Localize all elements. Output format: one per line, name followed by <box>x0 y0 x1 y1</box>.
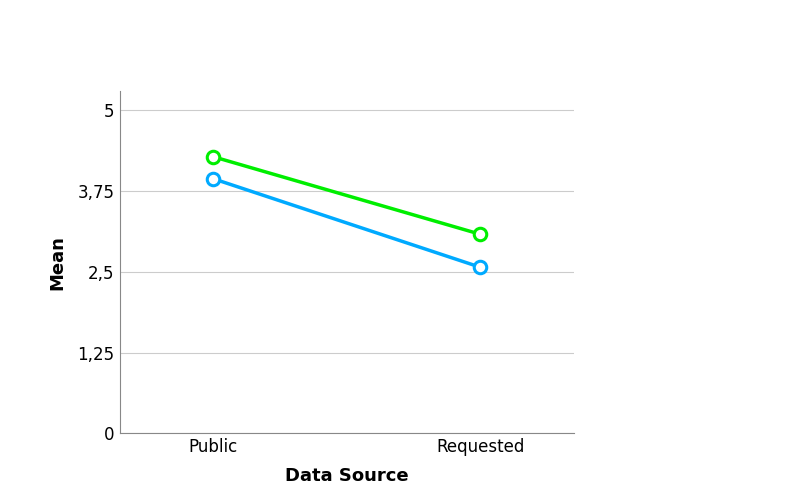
Line: Data reusability: Data reusability <box>207 172 486 274</box>
Data completeness <box>208 154 218 160</box>
Data reusability <box>208 175 218 181</box>
Data completeness <box>476 231 485 237</box>
Data reusability <box>476 264 485 270</box>
X-axis label: Data Source: Data Source <box>285 467 409 485</box>
Y-axis label: Mean: Mean <box>49 235 66 289</box>
Line: Data completeness: Data completeness <box>207 150 486 240</box>
